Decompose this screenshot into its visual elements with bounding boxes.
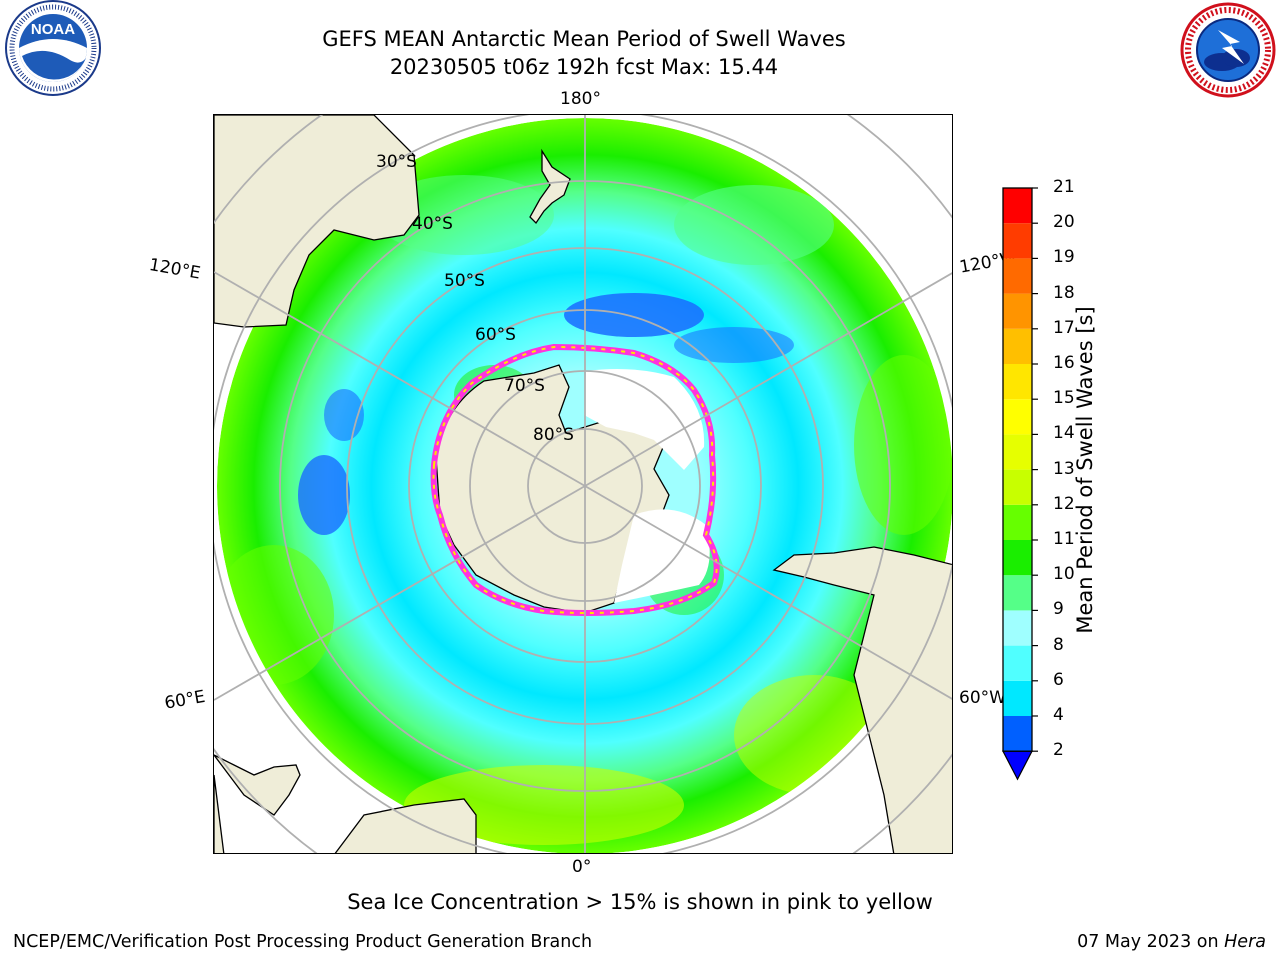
colorbar-swatch — [1003, 223, 1032, 259]
colorbar-tick-label: 20 — [1053, 212, 1075, 233]
colorbar-tick-label: 18 — [1053, 282, 1075, 303]
graticule — [214, 115, 952, 853]
colorbar-swatch — [1003, 645, 1032, 681]
lon-label-60e: 60°E — [163, 686, 207, 714]
credit-date-text: 07 May 2023 on — [1077, 932, 1225, 952]
lon-label-180: 180° — [560, 89, 601, 109]
colorbar-tick-label: 16 — [1053, 353, 1075, 373]
polar-map — [214, 115, 952, 853]
colorbar-swatch — [1003, 680, 1032, 716]
colorbar-tick-label: 2 — [1053, 740, 1064, 761]
colorbar-swatch — [1003, 469, 1032, 505]
colorbar-swatch — [1003, 293, 1032, 329]
colorbar-extend-arrow — [1002, 750, 1033, 781]
colorbar-tick-label: 17 — [1053, 317, 1075, 338]
colorbar-tick-label: 12 — [1053, 493, 1075, 514]
colorbar-swatch — [1003, 188, 1032, 224]
ice-shelf-areas — [584, 369, 710, 603]
colorbar-swatch — [1003, 575, 1032, 611]
colorbar-swatch — [1003, 716, 1032, 752]
credit-machine: Hera — [1224, 932, 1266, 952]
colorbar-swatches — [1002, 187, 1038, 781]
chart-subtitle: 20230505 t06z 192h fcst Max: 15.44 — [389, 55, 779, 79]
colorbar-tick-label: 10 — [1053, 564, 1075, 585]
map-panel: 30°S 40°S 50°S 60°S 70°S 80°S — [213, 114, 953, 854]
colorbar-swatch — [1003, 364, 1032, 400]
colorbar-swatch — [1003, 399, 1032, 435]
noaa-logo-text: NOAA — [31, 21, 75, 38]
lon-label-0: 0° — [572, 857, 592, 877]
colorbar-tick-label: 4 — [1053, 705, 1064, 725]
colorbar-swatch — [1003, 328, 1032, 364]
chart-title: GEFS MEAN Antarctic Mean Period of Swell… — [322, 27, 846, 51]
colorbar-tick-label: 21 — [1053, 177, 1075, 197]
colorbar-swatch — [1003, 610, 1032, 646]
lat-label-80s: 80°S — [533, 425, 574, 445]
lon-label-120e: 120°E — [147, 255, 202, 284]
colorbar-tick-label: 19 — [1053, 247, 1075, 268]
credit-branch: NCEP/EMC/Verification Post Processing Pr… — [13, 932, 593, 952]
colorbar-tick-label: 9 — [1053, 599, 1064, 620]
colorbar — [990, 180, 1050, 789]
colorbar-tick-label: 13 — [1053, 458, 1075, 479]
colorbar-swatch — [1003, 434, 1032, 470]
nws-logo — [1180, 2, 1276, 98]
colorbar-swatch — [1003, 540, 1032, 576]
colorbar-tick-label: 11 — [1053, 529, 1075, 549]
lat-label-60s: 60°S — [475, 325, 516, 345]
lat-label-30s: 30°S — [376, 152, 417, 172]
lat-label-70s: 70°S — [504, 376, 545, 396]
lat-label-50s: 50°S — [444, 271, 485, 291]
colorbar-tick-label: 15 — [1053, 388, 1075, 409]
credit-date: 07 May 2023 on Hera — [1077, 932, 1266, 952]
lon-label-60w: 60°W — [959, 688, 1006, 708]
colorbar-label: Mean Period of Swell Waves [s] — [1073, 306, 1097, 634]
colorbar-tick-label: 14 — [1053, 423, 1075, 444]
lat-label-40s: 40°S — [412, 214, 453, 234]
colorbar-tick-label: 6 — [1053, 669, 1064, 690]
sea-ice-edge — [430, 343, 720, 616]
sea-ice-footnote: Sea Ice Concentration > 15% is shown in … — [347, 890, 933, 914]
colorbar-tick-label: 8 — [1053, 634, 1064, 655]
colorbar-swatch — [1003, 258, 1032, 294]
colorbar-swatch — [1003, 504, 1032, 540]
noaa-logo: NOAA — [5, 0, 101, 96]
